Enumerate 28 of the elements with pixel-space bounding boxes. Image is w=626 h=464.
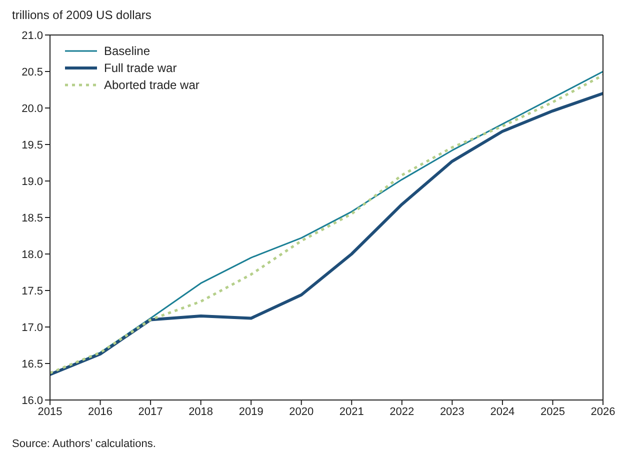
- x-tick-label: 2024: [490, 406, 515, 418]
- y-tick-label: 19.5: [22, 139, 43, 152]
- x-tick-label: 2022: [390, 406, 414, 418]
- y-axis-title: trillions of 2009 US dollars: [11, 8, 152, 24]
- y-tick-label: 19.0: [22, 176, 43, 188]
- y-tick-label: 21.0: [22, 30, 43, 42]
- x-tick-label: 2016: [88, 406, 113, 418]
- x-tick-label: 2015: [38, 406, 62, 418]
- legend-label: Full trade war: [104, 60, 177, 74]
- x-tick-label: 2018: [188, 406, 214, 418]
- x-tick-label: 2019: [238, 406, 264, 418]
- y-tick-label: 20.5: [22, 66, 43, 78]
- x-tick-label: 2026: [590, 406, 616, 418]
- y-tick-label: 20.0: [22, 102, 43, 115]
- y-tick-label: 17.5: [22, 285, 43, 298]
- x-tick-label: 2017: [138, 406, 163, 418]
- x-tick-label: 2023: [440, 406, 464, 418]
- x-tick-label: 2021: [339, 406, 364, 418]
- y-tick-label: 18.5: [22, 212, 43, 224]
- legend-label: Baseline: [104, 44, 150, 58]
- y-tick-label: 18.0: [22, 248, 43, 261]
- y-tick-label: 16.0: [22, 394, 43, 407]
- x-tick-label: 2025: [540, 406, 565, 418]
- x-tick-label: 2020: [289, 406, 314, 418]
- y-tick-label: 17.0: [22, 322, 43, 334]
- source-note: Source: Authors’ calculations.: [11, 438, 157, 450]
- y-tick-label: 16.5: [22, 358, 43, 370]
- legend-label: Aborted trade war: [104, 78, 200, 92]
